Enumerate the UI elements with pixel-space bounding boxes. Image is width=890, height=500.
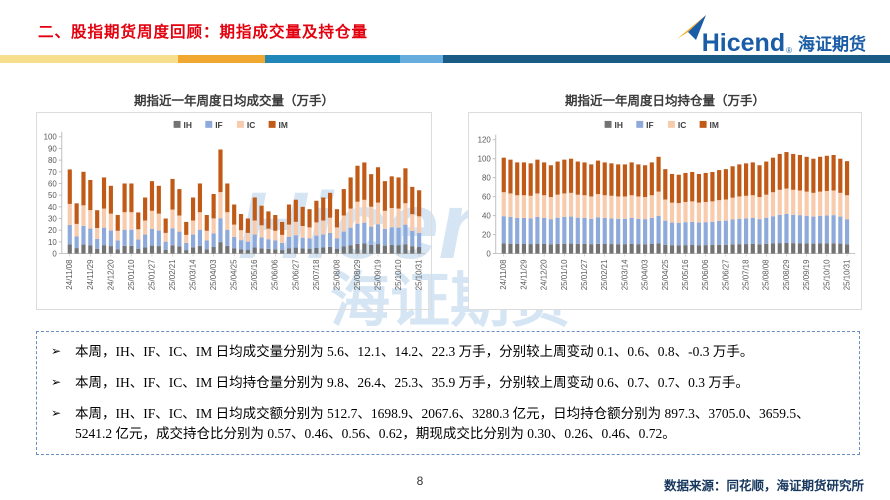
svg-text:24/12/20: 24/12/20 <box>106 259 115 290</box>
svg-text:25/04/03: 25/04/03 <box>641 259 650 290</box>
svg-text:25/06/06: 25/06/06 <box>701 259 710 290</box>
svg-text:25/08/08: 25/08/08 <box>332 259 341 290</box>
svg-text:25/08/29: 25/08/29 <box>353 259 362 290</box>
svg-text:20: 20 <box>482 231 491 240</box>
svg-text:24/11/08: 24/11/08 <box>499 259 508 290</box>
svg-text:IM: IM <box>710 120 719 130</box>
svg-text:25/10/31: 25/10/31 <box>415 259 424 290</box>
bars <box>67 149 422 254</box>
volume-chart-title: 期指近一年周度日均成交量（万手） <box>133 94 334 108</box>
bullet-text: 本周，IH、IF、IC、IM 日均持仓量分别为 9.8、26.4、25.3、35… <box>75 375 749 390</box>
svg-text:25/08/08: 25/08/08 <box>762 259 771 290</box>
open-interest-chart: IH IF IC IM 0 20 40 60 80 100 120 24/11/08 24/11/29 2… <box>468 112 862 310</box>
volume-chart: IH IF IC IM 0 10 20 30 40 50 60 70 80 90 100 24/11/08 24… <box>36 112 432 310</box>
bullet-text: 本周，IH、IF、IC、IM 日均成交量分别为 5.6、12.1、14.2、22… <box>75 344 754 359</box>
bars <box>501 152 850 254</box>
arrow-bullet-icon: ➢ <box>51 344 62 358</box>
page-number: 8 <box>416 474 424 488</box>
svg-text:25/02/21: 25/02/21 <box>600 259 609 290</box>
svg-text:25/10/10: 25/10/10 <box>394 259 403 290</box>
divider-segment <box>443 55 890 63</box>
svg-text:IF: IF <box>215 120 222 130</box>
bullet-open-interest: ➢ 本周，IH、IF、IC、IM 日均持仓量分别为 9.8、26.4、25.3、… <box>51 373 839 393</box>
svg-text:25/01/27: 25/01/27 <box>580 260 589 291</box>
bullet-turnover: ➢ 本周，IH、IF、IC、IM 日均成交额分别为 512.7、1698.9、2… <box>51 404 839 444</box>
svg-text:24/11/29: 24/11/29 <box>86 259 95 290</box>
svg-text:70: 70 <box>48 168 57 177</box>
svg-text:60: 60 <box>482 193 491 202</box>
svg-text:25/09/19: 25/09/19 <box>374 259 383 290</box>
svg-text:120: 120 <box>478 136 492 145</box>
bullet-text: 本周，IH、IF、IC、IM 日均成交额分别为 512.7、1698.9、206… <box>75 406 810 441</box>
svg-text:24/11/08: 24/11/08 <box>65 259 74 290</box>
svg-text:IH: IH <box>615 120 623 130</box>
svg-text:25/01/10: 25/01/10 <box>560 259 569 290</box>
svg-text:25/02/21: 25/02/21 <box>168 259 177 290</box>
arrow-bullet-icon: ➢ <box>51 375 62 389</box>
logo-cjk-name: 海证期货 <box>798 35 866 54</box>
svg-text:25/10/10: 25/10/10 <box>822 259 831 290</box>
svg-text:90: 90 <box>48 144 57 153</box>
divider-bar <box>0 55 890 63</box>
divider-segment <box>0 55 178 63</box>
svg-text:25/06/06: 25/06/06 <box>271 259 280 290</box>
logo-arrow-icon <box>676 15 706 40</box>
svg-text:25/07/18: 25/07/18 <box>742 259 751 290</box>
svg-text:25/10/31: 25/10/31 <box>843 259 852 290</box>
x-axis-labels: 24/11/08 24/11/29 24/12/20 25/01/10 25/01/27… <box>65 253 424 291</box>
arrow-bullet-icon: ➢ <box>51 406 62 420</box>
svg-text:20: 20 <box>48 226 57 235</box>
svg-text:25/04/25: 25/04/25 <box>230 259 239 290</box>
page-title: 二、股指期货周度回顾：期指成交量及持仓量 <box>38 24 369 41</box>
svg-text:IH: IH <box>184 120 192 130</box>
svg-text:IF: IF <box>646 120 653 130</box>
logo-wordmark: Hicend <box>701 29 786 57</box>
svg-text:25/06/27: 25/06/27 <box>291 260 300 291</box>
svg-text:25/09/19: 25/09/19 <box>802 259 811 290</box>
svg-text:80: 80 <box>482 174 491 183</box>
svg-text:25/07/18: 25/07/18 <box>312 259 321 290</box>
summary-notes-box: ➢ 本周，IH、IF、IC、IM 日均成交量分别为 5.6、12.1、14.2、… <box>36 331 860 455</box>
svg-text:10: 10 <box>48 238 57 247</box>
data-source: 数据来源：同花顺，海证期货研究所 <box>663 479 864 493</box>
svg-text:IC: IC <box>678 120 686 130</box>
svg-text:25/08/29: 25/08/29 <box>782 259 791 290</box>
bullet-volume: ➢ 本周，IH、IF、IC、IM 日均成交量分别为 5.6、12.1、14.2、… <box>51 342 839 362</box>
divider-segment <box>178 55 265 63</box>
svg-text:80: 80 <box>48 156 57 165</box>
x-axis-labels: 24/11/08 24/11/29 24/12/20 25/01/10 25/01/27… <box>499 253 852 291</box>
svg-text:0: 0 <box>486 250 491 259</box>
svg-text:25/01/10: 25/01/10 <box>127 259 136 290</box>
svg-text:100: 100 <box>478 155 492 164</box>
svg-text:25/06/27: 25/06/27 <box>721 260 730 291</box>
svg-text:IM: IM <box>279 120 288 130</box>
logo-reg-mark: ® <box>786 46 792 55</box>
svg-text:30: 30 <box>48 214 57 223</box>
svg-text:25/04/03: 25/04/03 <box>209 259 218 290</box>
svg-text:25/03/14: 25/03/14 <box>620 259 629 290</box>
logo: Hicend ® 海证期货 <box>676 14 866 56</box>
divider-segment <box>400 55 443 63</box>
svg-text:25/05/16: 25/05/16 <box>250 259 259 290</box>
svg-text:25/04/25: 25/04/25 <box>661 259 670 290</box>
svg-text:40: 40 <box>482 212 491 221</box>
svg-text:24/11/29: 24/11/29 <box>519 259 528 290</box>
svg-text:25/05/16: 25/05/16 <box>681 259 690 290</box>
svg-text:0: 0 <box>52 250 57 259</box>
svg-text:25/01/27: 25/01/27 <box>147 260 156 291</box>
svg-text:60: 60 <box>48 179 57 188</box>
svg-text:25/03/14: 25/03/14 <box>189 259 198 290</box>
svg-text:IC: IC <box>247 120 255 130</box>
divider-segment <box>265 55 400 63</box>
legend: IH IF IC IM <box>173 120 288 130</box>
svg-text:40: 40 <box>48 203 57 212</box>
svg-text:50: 50 <box>48 191 57 200</box>
svg-text:100: 100 <box>44 133 58 142</box>
open-interest-chart-title: 期指近一年周度日均持仓量（万手） <box>564 94 765 108</box>
svg-text:24/12/20: 24/12/20 <box>540 259 549 290</box>
legend: IH IF IC IM <box>604 120 719 130</box>
